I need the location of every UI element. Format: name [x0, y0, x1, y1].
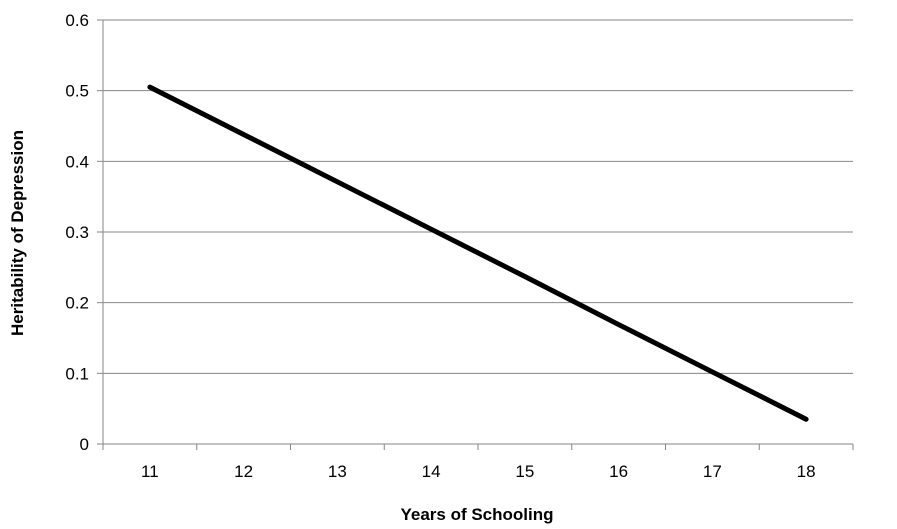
y-tick-labels: 0 0.1 0.2 0.3 0.4 0.5 0.6 — [65, 11, 89, 454]
x-tick-label: 14 — [422, 462, 441, 481]
x-tick-label: 12 — [234, 462, 253, 481]
x-tick-label: 18 — [797, 462, 816, 481]
y-tick-label: 0.1 — [65, 364, 89, 383]
y-tick-label: 0.2 — [65, 294, 89, 313]
x-tick-label: 17 — [703, 462, 722, 481]
x-tick-label: 11 — [141, 462, 159, 481]
gridlines — [103, 19, 853, 374]
y-tick-label: 0.4 — [65, 152, 89, 171]
x-tick-label: 16 — [609, 462, 628, 481]
y-tick-label: 0.6 — [65, 11, 89, 30]
series-line — [147, 84, 809, 422]
y-tick-label: 0.3 — [65, 223, 89, 242]
y-axis-title: Heritability of Depression — [8, 130, 27, 336]
series-group — [147, 84, 809, 422]
x-tick-labels: 11 12 13 14 15 16 17 18 — [141, 462, 816, 481]
x-axis-title: Years of Schooling — [400, 505, 553, 524]
x-tick-label: 13 — [328, 462, 347, 481]
y-tick-label: 0 — [80, 435, 89, 454]
y-tick-label: 0.5 — [65, 82, 89, 101]
x-tick-label: 15 — [515, 462, 534, 481]
axes — [97, 19, 854, 450]
